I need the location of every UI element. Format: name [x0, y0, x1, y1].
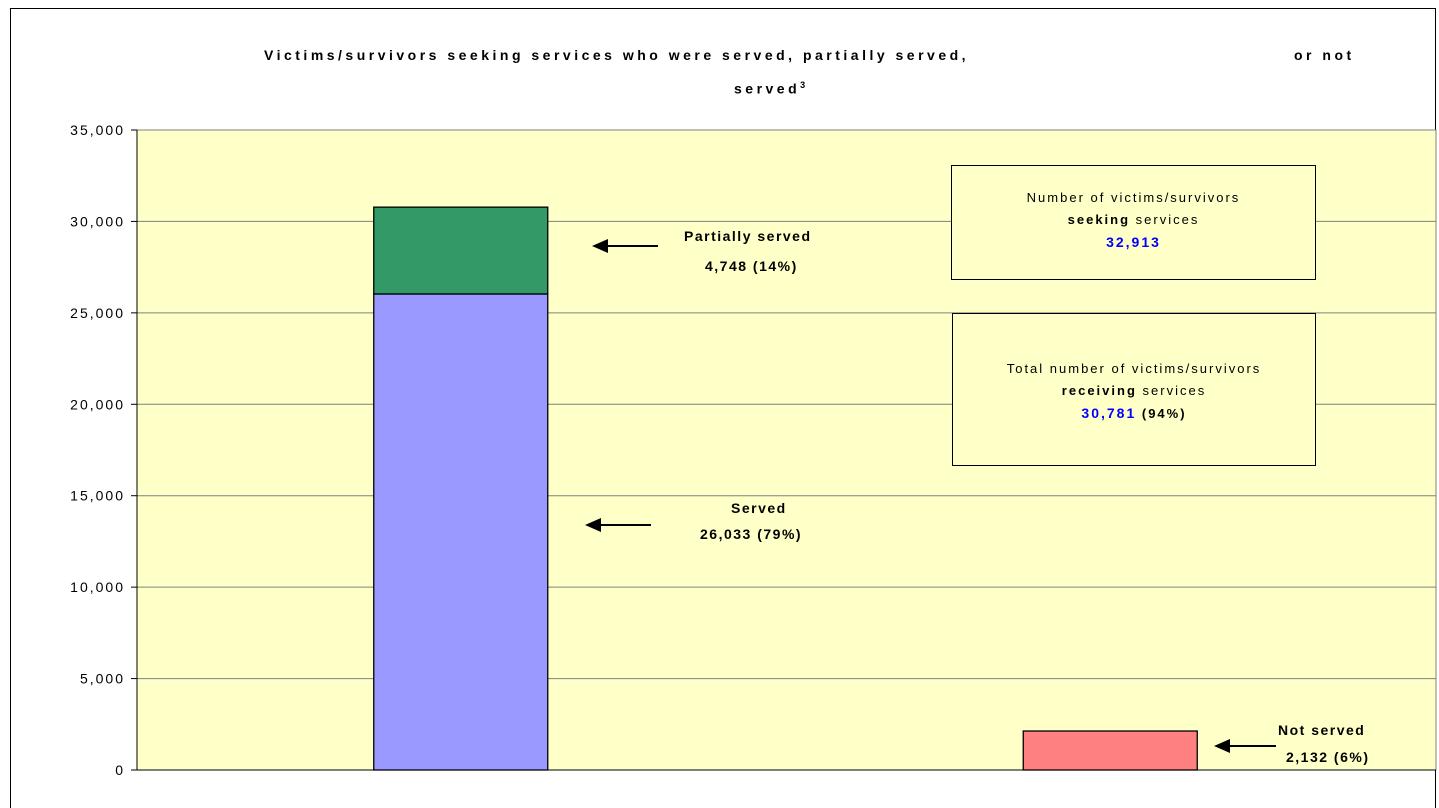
bar-not-served	[1022, 730, 1198, 771]
bar-partially-served	[373, 206, 549, 295]
not-served-value: 2,132 (6%)	[1286, 749, 1370, 765]
partially-served-label: Partially served	[684, 228, 812, 244]
chart-title-served: served	[734, 80, 801, 97]
y-tick-label: 5,000	[80, 671, 125, 687]
receiving-box-pct: (94%)	[1141, 406, 1187, 421]
receiving-box-line1: Total number of victims/survivors	[1006, 361, 1262, 376]
y-tick-label: 30,000	[70, 213, 125, 229]
seeking-box-bold: seeking	[1067, 212, 1131, 227]
partially-served-value: 4,748 (14%)	[705, 258, 798, 274]
served-label: Served	[731, 500, 787, 516]
bar-served	[373, 293, 549, 771]
y-tick-label: 15,000	[70, 488, 125, 504]
receiving-box-bold: receiving	[1061, 383, 1137, 398]
receiving-services-box: Total number of victims/survivors receiv…	[952, 313, 1316, 466]
not-served-arrow-icon	[1214, 739, 1276, 753]
y-tick-label: 10,000	[70, 579, 125, 595]
y-tick-label: 25,000	[70, 305, 125, 321]
chart-title-or-not: or not	[1294, 47, 1355, 63]
receiving-box-number: 30,781	[1081, 405, 1137, 421]
seeking-box-number: 32,913	[1106, 234, 1161, 250]
receiving-box-rest: services	[1142, 383, 1207, 398]
seeking-box-line2: seeking services	[952, 209, 1315, 231]
y-tick-label: 35,000	[70, 122, 125, 138]
seeking-services-box: Number of victims/survivors seeking serv…	[951, 165, 1316, 280]
not-served-label: Not served	[1278, 722, 1366, 738]
receiving-box-line3: 30,781 (94%)	[953, 402, 1315, 425]
chart-title-line1: Victims/survivors seeking services who w…	[264, 47, 970, 63]
y-tick-label: 0	[115, 762, 125, 778]
receiving-box-line2: receiving services	[953, 380, 1315, 402]
chart-title-superscript: 3	[800, 80, 806, 90]
served-arrow-icon	[585, 518, 651, 532]
chart-title-line2: served3	[734, 80, 805, 97]
seeking-box-line1: Number of victims/survivors	[1026, 190, 1241, 205]
partially-served-arrow-icon	[592, 239, 658, 253]
seeking-box-rest: services	[1135, 212, 1200, 227]
y-tick-label: 20,000	[70, 396, 125, 412]
served-value: 26,033 (79%)	[700, 526, 803, 542]
